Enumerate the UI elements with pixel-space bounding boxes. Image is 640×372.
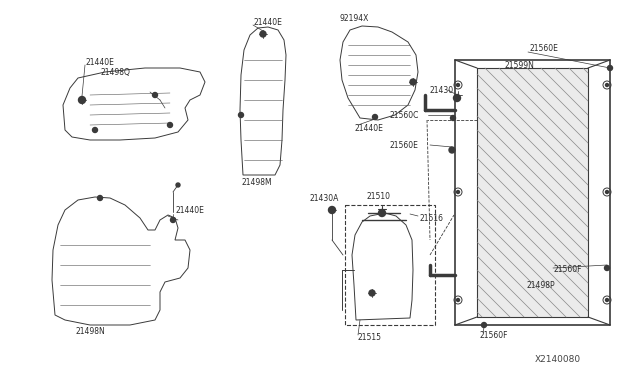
Text: 21440E: 21440E — [355, 124, 384, 132]
Text: 21498N: 21498N — [75, 327, 105, 337]
Circle shape — [456, 190, 460, 193]
Circle shape — [605, 266, 609, 270]
Circle shape — [369, 290, 375, 296]
Text: 21516: 21516 — [420, 214, 444, 222]
Circle shape — [605, 190, 609, 193]
Circle shape — [152, 93, 157, 97]
Text: 21560E: 21560E — [390, 141, 419, 150]
Circle shape — [605, 298, 609, 301]
Bar — [345, 205, 435, 325]
Text: 21560F: 21560F — [554, 266, 582, 275]
Text: 21430: 21430 — [430, 86, 454, 94]
Text: X2140080: X2140080 — [535, 356, 581, 365]
Text: 21440E: 21440E — [175, 205, 204, 215]
Text: 21498M: 21498M — [242, 177, 273, 186]
Text: 21498P: 21498P — [527, 280, 556, 289]
Circle shape — [260, 31, 266, 37]
Text: 92194X: 92194X — [340, 13, 369, 22]
Circle shape — [97, 196, 102, 201]
Circle shape — [168, 122, 173, 128]
Circle shape — [176, 183, 180, 187]
Circle shape — [372, 115, 378, 119]
Circle shape — [451, 115, 456, 121]
Circle shape — [607, 65, 612, 71]
Circle shape — [454, 94, 461, 102]
Text: 21498Q: 21498Q — [100, 67, 130, 77]
Text: 21440E: 21440E — [85, 58, 114, 67]
Circle shape — [456, 298, 460, 301]
Circle shape — [481, 323, 486, 327]
Text: 21560F: 21560F — [480, 330, 509, 340]
Text: 21515: 21515 — [358, 334, 382, 343]
Text: 21440E: 21440E — [253, 17, 282, 26]
Circle shape — [456, 83, 460, 87]
Circle shape — [170, 218, 175, 222]
Text: 21599N: 21599N — [505, 61, 535, 70]
Text: 21510: 21510 — [367, 192, 391, 201]
Circle shape — [605, 83, 609, 87]
Circle shape — [239, 112, 243, 118]
Text: 21560E: 21560E — [530, 44, 559, 52]
Circle shape — [410, 79, 416, 85]
Circle shape — [79, 96, 86, 103]
Circle shape — [328, 206, 335, 214]
Circle shape — [449, 147, 455, 153]
Circle shape — [378, 209, 385, 217]
Text: 21430A: 21430A — [310, 193, 339, 202]
Text: 21560C: 21560C — [390, 110, 419, 119]
Circle shape — [93, 128, 97, 132]
Bar — [477, 68, 588, 317]
